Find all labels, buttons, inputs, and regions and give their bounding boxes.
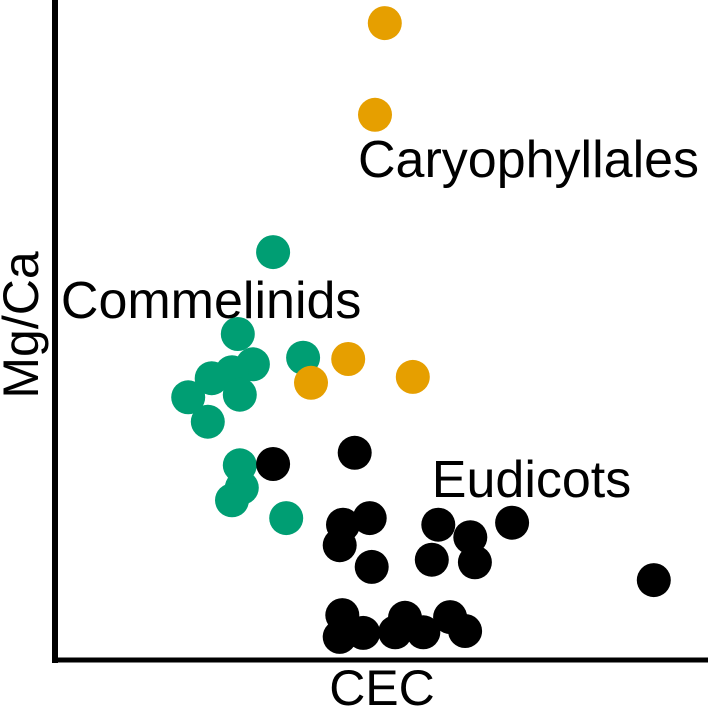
point-eudicots — [256, 447, 291, 481]
annotations-layer: Commelinids Caryophyllales Eudicots — [61, 131, 699, 509]
point-caryophyllales — [395, 359, 430, 394]
point-commelinids — [171, 380, 206, 415]
point-commelinids — [269, 501, 304, 536]
point-eudicots — [421, 507, 456, 542]
point-commelinids — [222, 377, 257, 412]
y-axis-label: Mg/Ca — [0, 251, 49, 398]
point-eudicots — [337, 435, 372, 470]
data-points-layer — [171, 6, 671, 654]
point-caryophyllales — [294, 365, 328, 400]
point-commelinids — [220, 317, 255, 351]
point-commelinids — [215, 483, 249, 518]
point-eudicots — [346, 615, 381, 650]
group-label-eudicots: Eudicots — [432, 451, 631, 509]
point-eudicots — [352, 501, 387, 536]
point-eudicots — [457, 545, 492, 580]
point-eudicots — [322, 528, 357, 563]
x-axis-label: CEC — [329, 660, 435, 708]
point-eudicots — [414, 542, 449, 577]
point-eudicots — [453, 520, 488, 555]
point-commelinids — [256, 235, 291, 270]
point-commelinids — [194, 361, 229, 396]
point-caryophyllales — [358, 97, 392, 132]
point-caryophyllales — [331, 342, 366, 376]
point-caryophyllales — [367, 6, 402, 41]
group-label-caryophyllales: Caryophyllales — [358, 131, 699, 189]
point-eudicots — [354, 549, 389, 584]
point-eudicots — [636, 563, 671, 598]
point-eudicots — [448, 614, 483, 648]
point-eudicots — [495, 505, 530, 540]
point-eudicots — [406, 615, 441, 650]
point-commelinids — [190, 404, 225, 439]
group-label-commelinids: Commelinids — [61, 272, 362, 330]
